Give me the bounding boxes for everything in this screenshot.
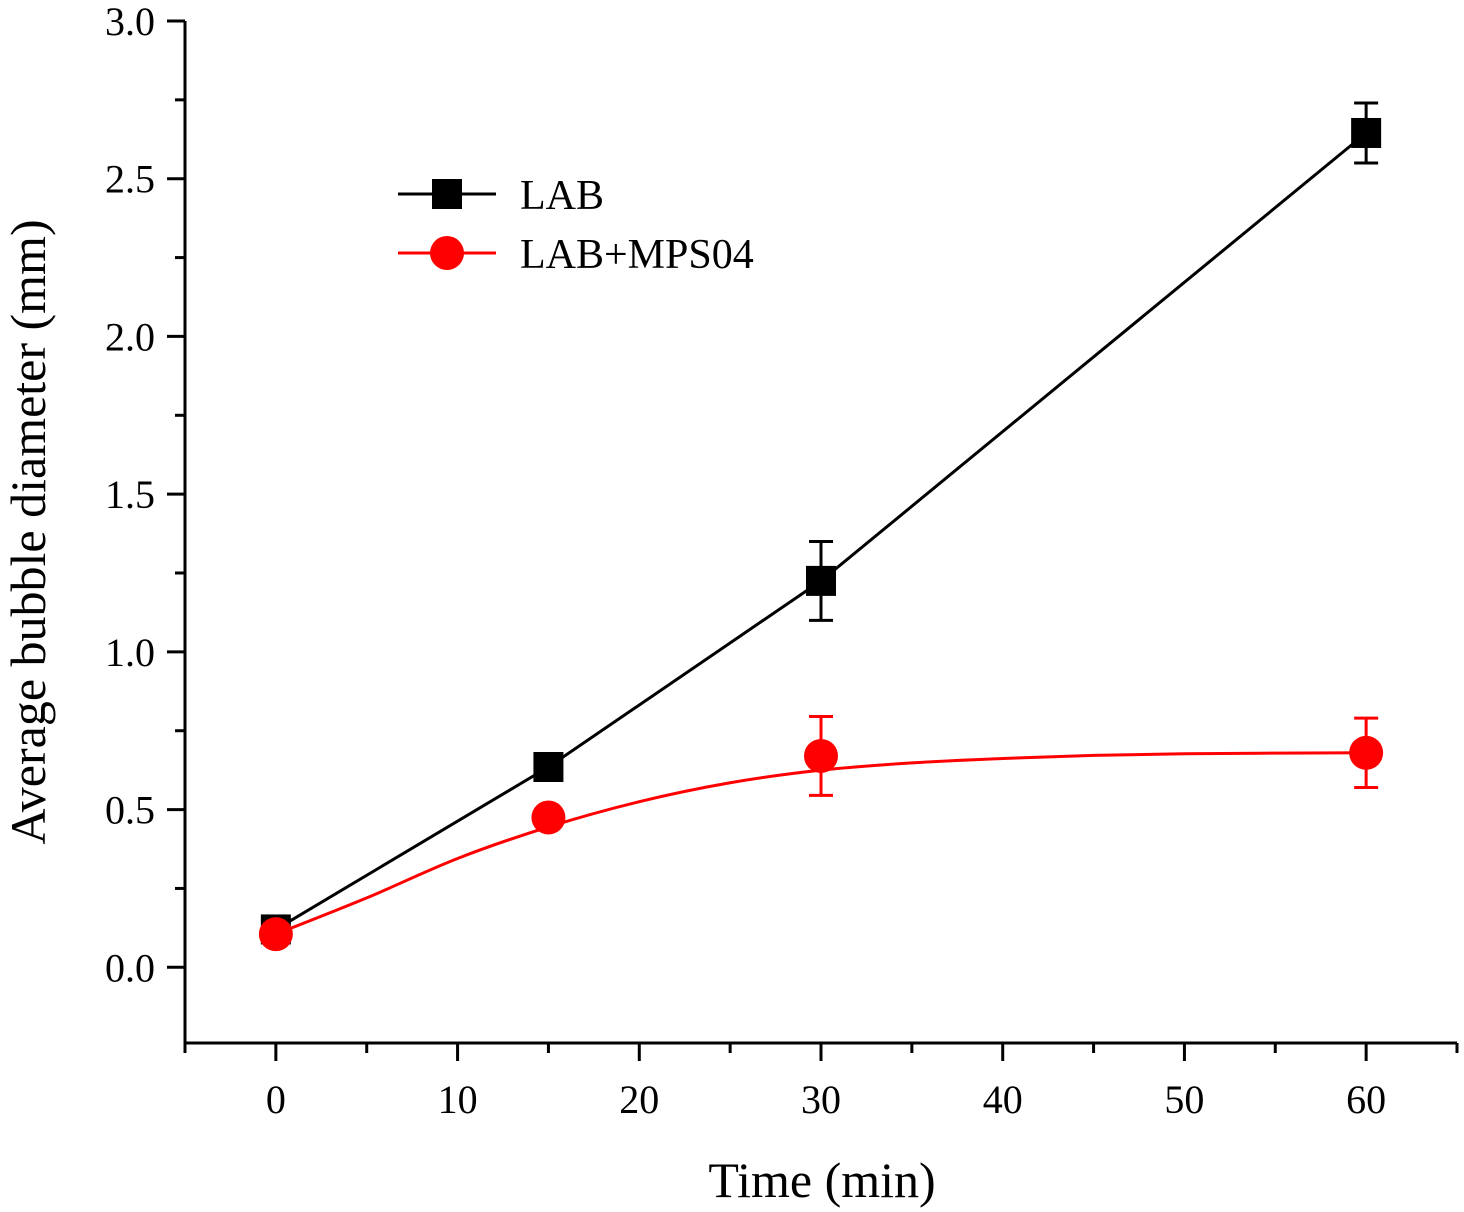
y-tick-label: 3.0 bbox=[105, 0, 155, 44]
y-tick-label: 1.5 bbox=[105, 472, 155, 517]
legend-item: LAB+MPS04 bbox=[398, 232, 754, 278]
data-point bbox=[258, 917, 293, 952]
y-tick-label: 2.0 bbox=[105, 314, 155, 359]
x-tick-label: 60 bbox=[1346, 1077, 1386, 1122]
data-point bbox=[806, 565, 836, 596]
series-lab-mps04 bbox=[258, 715, 1384, 952]
x-tick-label: 40 bbox=[983, 1077, 1023, 1122]
y-axis-title: Average bubble diameter (mm) bbox=[0, 219, 56, 844]
data-point bbox=[531, 800, 566, 835]
data-point bbox=[1349, 735, 1384, 770]
x-tick-label: 10 bbox=[438, 1077, 478, 1122]
legend-label: LAB+MPS04 bbox=[520, 232, 754, 278]
series-line bbox=[275, 131, 1368, 931]
series-lab bbox=[260, 101, 1382, 945]
legend-marker bbox=[430, 236, 464, 270]
x-tick-label: 20 bbox=[619, 1077, 659, 1122]
y-tick-label: 2.5 bbox=[105, 157, 155, 202]
x-axis-title: Time (min) bbox=[708, 1152, 935, 1208]
y-tick-label: 0.0 bbox=[105, 945, 155, 990]
x-tick-label: 30 bbox=[801, 1077, 841, 1122]
series-layer bbox=[258, 101, 1384, 952]
legend: LAB LAB+MPS04 bbox=[398, 173, 754, 278]
y-tick-label: 1.0 bbox=[105, 630, 155, 675]
data-point bbox=[533, 751, 564, 782]
x-tick-label: 0 bbox=[266, 1077, 286, 1122]
axes: 0.0 0.5 1.0 1.5 2.0 2.5 3.0 0 10 20 30 40 50 60 bbox=[105, 0, 1459, 1122]
data-point bbox=[804, 738, 838, 773]
legend-marker bbox=[432, 179, 462, 209]
legend-item: LAB bbox=[398, 173, 604, 219]
x-tick-label: 50 bbox=[1164, 1077, 1204, 1122]
y-tick-label: 0.5 bbox=[105, 788, 155, 833]
legend-label: LAB bbox=[520, 173, 604, 219]
data-point bbox=[1351, 117, 1382, 148]
